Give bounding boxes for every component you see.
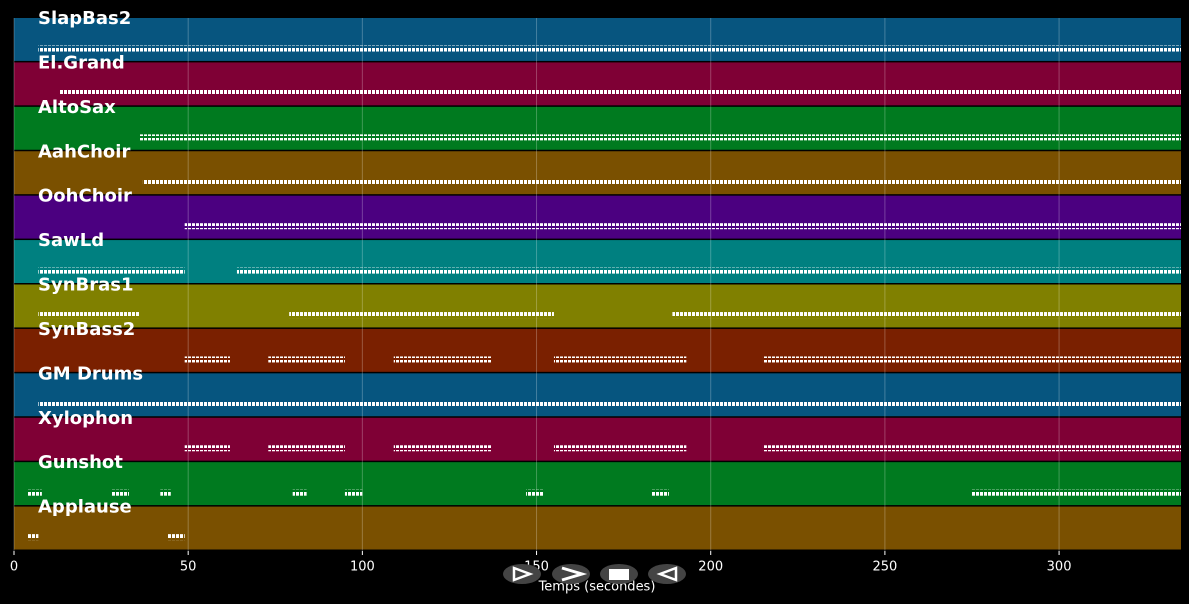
note-span xyxy=(292,489,307,496)
stop-button[interactable] xyxy=(600,564,638,584)
note-span xyxy=(167,534,185,541)
x-tick-label: 300 xyxy=(1047,560,1072,575)
track-label: SawLd xyxy=(38,230,104,251)
track-band xyxy=(14,18,1181,61)
track-band xyxy=(14,106,1181,150)
track-band xyxy=(14,373,1181,417)
note-span xyxy=(184,223,1181,230)
x-tick-label: 250 xyxy=(872,560,897,575)
x-tick-label: 200 xyxy=(698,560,723,575)
track-label: SynBras1 xyxy=(38,275,134,296)
note-span xyxy=(289,312,554,319)
track-label: SynBass2 xyxy=(38,319,135,340)
track-band xyxy=(14,462,1181,506)
note-span xyxy=(344,489,363,496)
playback-controls xyxy=(503,564,686,584)
x-tick-label: 100 xyxy=(350,560,375,575)
track-band xyxy=(14,62,1181,106)
forward-button[interactable] xyxy=(552,564,590,584)
track-label: Applause xyxy=(38,497,132,518)
track-band xyxy=(14,240,1181,283)
note-span xyxy=(762,445,1181,452)
note-span xyxy=(38,45,1181,52)
track-label: AahChoir xyxy=(38,141,130,162)
track-label: AltoSax xyxy=(38,97,116,118)
tracks xyxy=(14,18,1181,550)
note-span xyxy=(38,400,1181,407)
note-span xyxy=(142,178,1181,185)
track-band xyxy=(14,506,1181,550)
x-tick-label: 0 xyxy=(10,560,18,575)
track-label: SlapBas2 xyxy=(38,8,131,29)
track-band xyxy=(14,195,1181,239)
note-span xyxy=(553,445,687,452)
note-span xyxy=(393,445,492,452)
note-span xyxy=(268,445,345,452)
note-span xyxy=(393,356,492,363)
track-band xyxy=(14,417,1181,461)
note-span xyxy=(236,267,1182,274)
note-span xyxy=(160,489,171,496)
play-button[interactable] xyxy=(503,564,541,584)
x-axis-label: Temps (secondes) xyxy=(538,580,656,595)
note-span xyxy=(526,489,544,496)
note-span xyxy=(971,489,1181,496)
track-band xyxy=(14,284,1181,328)
track-label: Gunshot xyxy=(38,452,123,473)
note-span xyxy=(139,134,1182,141)
rewind-button[interactable] xyxy=(648,564,686,584)
track-band xyxy=(14,151,1181,195)
note-span xyxy=(672,312,1181,319)
note-span xyxy=(184,356,230,363)
note-span xyxy=(553,356,687,363)
track-label: El.Grand xyxy=(38,52,125,73)
note-span xyxy=(27,534,39,541)
track-label: OohChoir xyxy=(38,186,132,207)
track-band xyxy=(14,328,1181,372)
note-span xyxy=(651,489,669,496)
x-tick-label: 50 xyxy=(180,560,197,575)
note-span xyxy=(184,445,230,452)
note-span xyxy=(38,267,185,274)
track-label: Xylophon xyxy=(38,408,133,429)
track-label: GM Drums xyxy=(38,363,143,384)
note-span xyxy=(59,89,1181,96)
note-span xyxy=(38,312,140,319)
note-span xyxy=(111,489,129,496)
note-span xyxy=(27,489,42,496)
note-span xyxy=(268,356,345,363)
note-span xyxy=(762,356,1181,363)
